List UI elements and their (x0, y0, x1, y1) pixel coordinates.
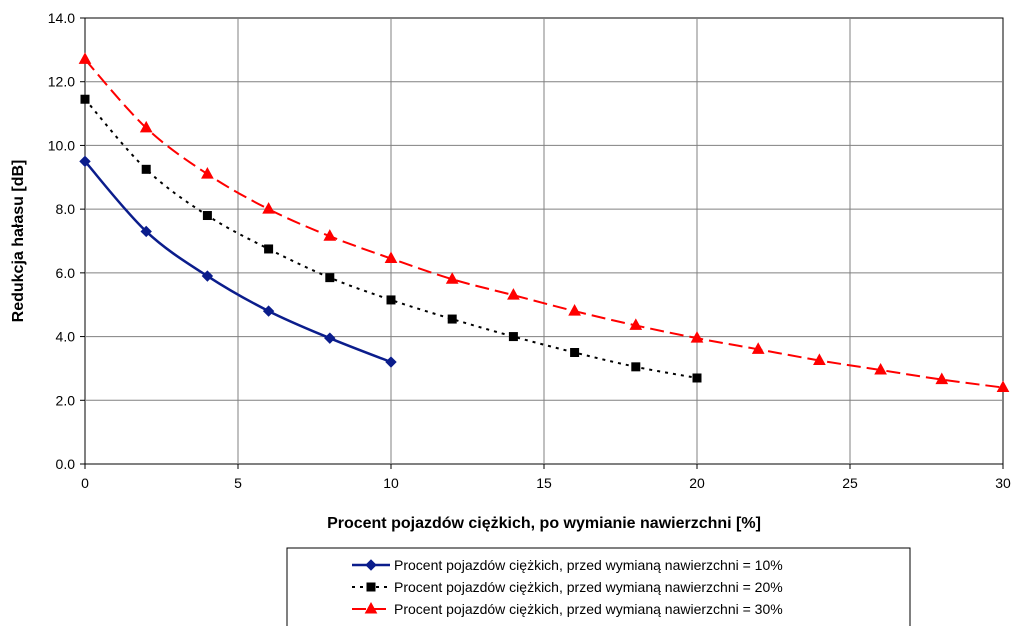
series-1-point (324, 332, 336, 344)
y-tick-label: 8.0 (56, 201, 76, 217)
series-3 (78, 52, 1010, 393)
series-3-point (139, 120, 153, 133)
series-group (78, 52, 1010, 393)
series-3-point (384, 251, 398, 264)
series-2-point (508, 332, 518, 342)
series-2-point (80, 94, 90, 104)
series-2-point (692, 373, 702, 383)
legend-swatch-marker (364, 601, 378, 614)
series-3-point (568, 304, 581, 316)
y-tick-label: 14.0 (48, 10, 75, 26)
tick-labels: 0.0 2.0 4.0 6.0 8.0 10.0 12.0 14.0 0 5 10 15 20 25 30 (48, 10, 1011, 491)
y-tick-label: 0.0 (56, 456, 76, 472)
y-tick-label: 10.0 (48, 137, 75, 153)
series-2-point (447, 314, 457, 324)
legend-label: Procent pojazdów ciężkich, przed wymianą… (394, 557, 783, 573)
series-2-point (325, 273, 335, 283)
series-3-point (751, 342, 765, 354)
x-tick-label: 5 (234, 475, 242, 491)
x-tick-label: 0 (81, 475, 89, 491)
gridlines (85, 18, 1003, 464)
series-3-point (996, 380, 1010, 393)
legend-items: Procent pojazdów ciężkich, przed wymianą… (352, 557, 783, 617)
series-3-point (507, 288, 520, 300)
series-1-point (201, 270, 214, 282)
series-2-point (264, 244, 274, 254)
legend-item-1: Procent pojazdów ciężkich, przed wymianą… (352, 557, 783, 573)
series-1 (79, 155, 397, 368)
legend-label: Procent pojazdów ciężkich, przed wymianą… (394, 579, 783, 595)
series-2-point (631, 362, 641, 372)
x-axis-title: Procent pojazdów ciężkich, po wymianie n… (327, 515, 761, 532)
series-1-point (140, 225, 152, 238)
legend-swatch-marker (366, 582, 376, 592)
legend-item-3: Procent pojazdów ciężkich, przed wymianą… (352, 601, 783, 617)
series-3-point (629, 318, 643, 330)
series-3-point (78, 52, 92, 64)
y-axis-title: Redukcja hałasu [dB] (10, 160, 27, 323)
y-tick-label: 12.0 (48, 74, 75, 90)
series-3-point (813, 353, 826, 365)
x-tick-label: 20 (689, 475, 705, 491)
series-1-point (385, 356, 397, 368)
series-1-point (79, 155, 91, 168)
x-tick-label: 10 (383, 475, 399, 491)
series-3-point (262, 202, 275, 214)
series-3-point (323, 229, 337, 241)
series-2-point (202, 211, 212, 221)
legend-swatch-marker (365, 559, 377, 571)
series-2-point (386, 295, 396, 305)
series-3-point (874, 362, 887, 375)
legend: Procent pojazdów ciężkich, przed wymianą… (286, 547, 911, 626)
series-2-point (141, 164, 151, 174)
x-tick-label: 25 (842, 475, 858, 491)
series-3-point (690, 331, 704, 343)
series-2-point (570, 348, 580, 357)
series-3-point (445, 272, 459, 284)
series-2 (80, 94, 702, 383)
series-2-line (84, 98, 698, 379)
legend-item-2: Procent pojazdów ciężkich, przed wymianą… (352, 579, 783, 595)
x-tick-label: 30 (995, 475, 1011, 491)
series-1-point (262, 305, 275, 317)
y-tick-label: 2.0 (56, 392, 76, 408)
series-3-point (935, 372, 949, 385)
legend-box (286, 547, 911, 626)
x-tick-label: 15 (536, 475, 552, 491)
y-tick-label: 6.0 (56, 265, 76, 281)
y-tick-label: 4.0 (56, 329, 76, 345)
legend-label: Procent pojazdów ciężkich, przed wymianą… (394, 601, 783, 617)
series-1-line (84, 160, 392, 364)
series-3-point (201, 167, 214, 179)
